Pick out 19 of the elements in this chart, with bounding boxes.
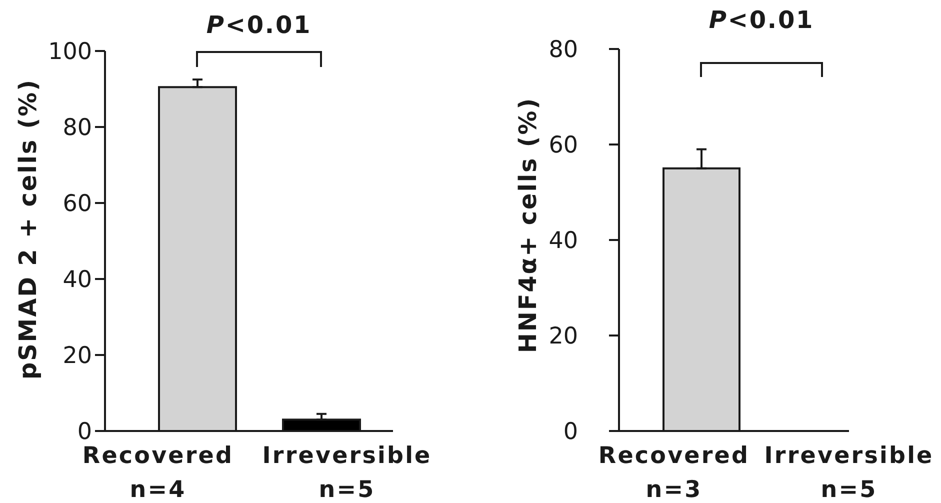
x-tick-label: Irreversible n=5 xyxy=(262,443,432,503)
y-axis-title: HNF4α+ cells (%) xyxy=(514,96,542,354)
y-tick-label: 40 xyxy=(548,228,578,254)
y-tick-label: 80 xyxy=(62,115,92,142)
y-tick-label: 60 xyxy=(62,191,92,218)
y-tick-label: 20 xyxy=(62,343,92,370)
text: P<0.01 xyxy=(708,6,814,34)
y-axis-title: pSMAD 2 + cells (%) xyxy=(14,78,42,380)
x-tick-label: Irreversible n=5 xyxy=(764,443,934,503)
y-tick-label: 0 xyxy=(77,419,92,446)
y-tick-label: 60 xyxy=(548,132,578,159)
x-tick-label: Recovered n=4 xyxy=(82,443,234,503)
text: P<0.01 xyxy=(206,11,312,39)
y-tick-label: 40 xyxy=(62,267,92,294)
x-tick-label: Recovered n=3 xyxy=(598,443,750,503)
y-tick-label: 0 xyxy=(563,419,578,446)
y-tick-label: 100 xyxy=(48,39,92,66)
y-tick-label: 80 xyxy=(548,37,578,64)
y-tick-label: 20 xyxy=(548,324,578,350)
